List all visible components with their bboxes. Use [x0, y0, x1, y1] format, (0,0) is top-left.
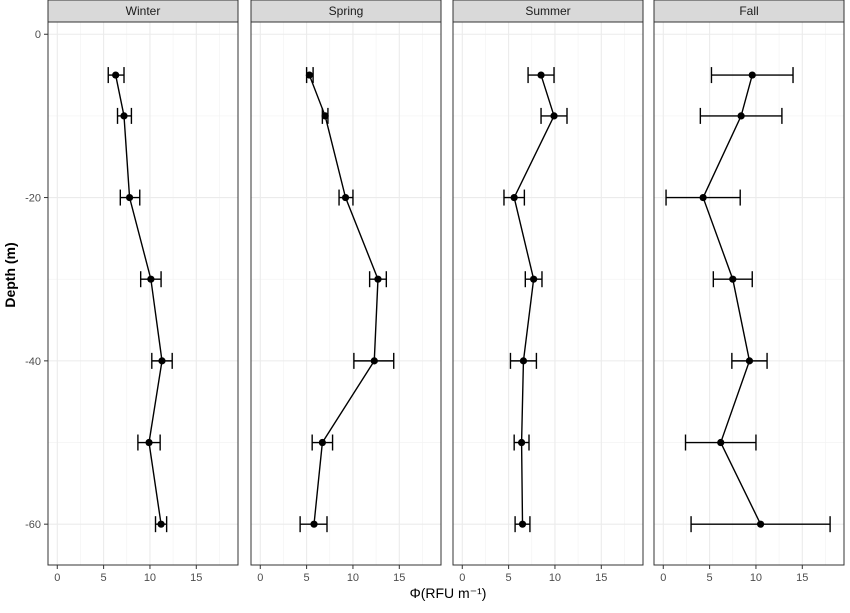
data-point — [518, 520, 527, 528]
panel-border — [250, 21, 442, 566]
x-tick-label: 15 — [796, 572, 808, 584]
x-tick-label: 10 — [347, 572, 359, 584]
y-axis: 0 -20 -40 -60 — [25, 29, 48, 531]
x-tick-label: 10 — [144, 572, 156, 584]
data-point — [305, 71, 313, 79]
data-point — [510, 193, 518, 202]
x-axis-title: Φ(RFU m⁻¹) — [410, 585, 487, 601]
data-point — [147, 275, 155, 283]
panel-background — [654, 22, 844, 565]
x-tick-label: 5 — [304, 572, 310, 584]
y-tick-label: -60 — [25, 519, 41, 531]
x-tick-label: 0 — [459, 572, 465, 584]
data-point — [158, 357, 166, 365]
panel-summer: Summer 0 5 10 15 — [452, 0, 644, 584]
x-tick-label: 15 — [393, 572, 405, 584]
data-point — [370, 357, 378, 365]
data-point — [756, 520, 765, 528]
data-point — [530, 275, 538, 283]
panel-border — [47, 21, 239, 566]
data-point — [120, 112, 128, 120]
panel-winter: Winter 0 5 10 15 — [47, 0, 239, 584]
panel-background — [453, 22, 643, 565]
data-point — [519, 357, 528, 365]
facet-label: Spring — [329, 4, 364, 18]
x-tick-label: 5 — [506, 572, 512, 584]
x-tick-label: 5 — [101, 572, 107, 584]
data-point — [145, 438, 153, 447]
y-tick-label: 0 — [35, 29, 41, 41]
data-point — [157, 520, 165, 528]
data-point — [321, 112, 329, 120]
panel-spring: Spring 0 5 10 15 — [250, 0, 442, 584]
y-tick-label: -40 — [25, 356, 41, 368]
data-point — [310, 520, 318, 528]
data-point — [537, 71, 545, 79]
panel-background — [48, 22, 238, 565]
panel-border — [653, 21, 845, 566]
data-point — [125, 193, 134, 202]
data-point — [699, 193, 707, 202]
data-point — [341, 193, 350, 202]
data-point — [729, 275, 737, 283]
y-tick-label: -20 — [25, 193, 41, 205]
x-tick-label: 15 — [595, 572, 607, 584]
data-point — [550, 112, 558, 120]
data-point — [112, 71, 120, 79]
x-tick-label: 10 — [750, 572, 762, 584]
panel-background — [251, 22, 441, 565]
gridlines — [48, 22, 238, 565]
x-tick-label: 15 — [190, 572, 202, 584]
panel-fall: Fall 0 5 10 15 — [653, 0, 845, 584]
data-point — [374, 275, 382, 283]
facet-label: Summer — [525, 4, 570, 18]
data-point — [717, 438, 725, 447]
x-tick-label: 5 — [707, 572, 713, 584]
y-axis-title: Depth (m) — [2, 242, 18, 307]
data-point — [748, 71, 756, 79]
x-tick-label: 0 — [660, 572, 666, 584]
data-point — [737, 112, 745, 120]
data-point — [318, 438, 326, 447]
x-tick-label: 10 — [549, 572, 561, 584]
facet-label: Fall — [739, 4, 758, 18]
panel-border — [452, 21, 644, 566]
data-point — [517, 438, 526, 447]
x-tick-label: 0 — [54, 572, 60, 584]
x-tick-label: 0 — [257, 572, 263, 584]
data-point — [745, 357, 754, 365]
facet-label: Winter — [126, 4, 161, 18]
